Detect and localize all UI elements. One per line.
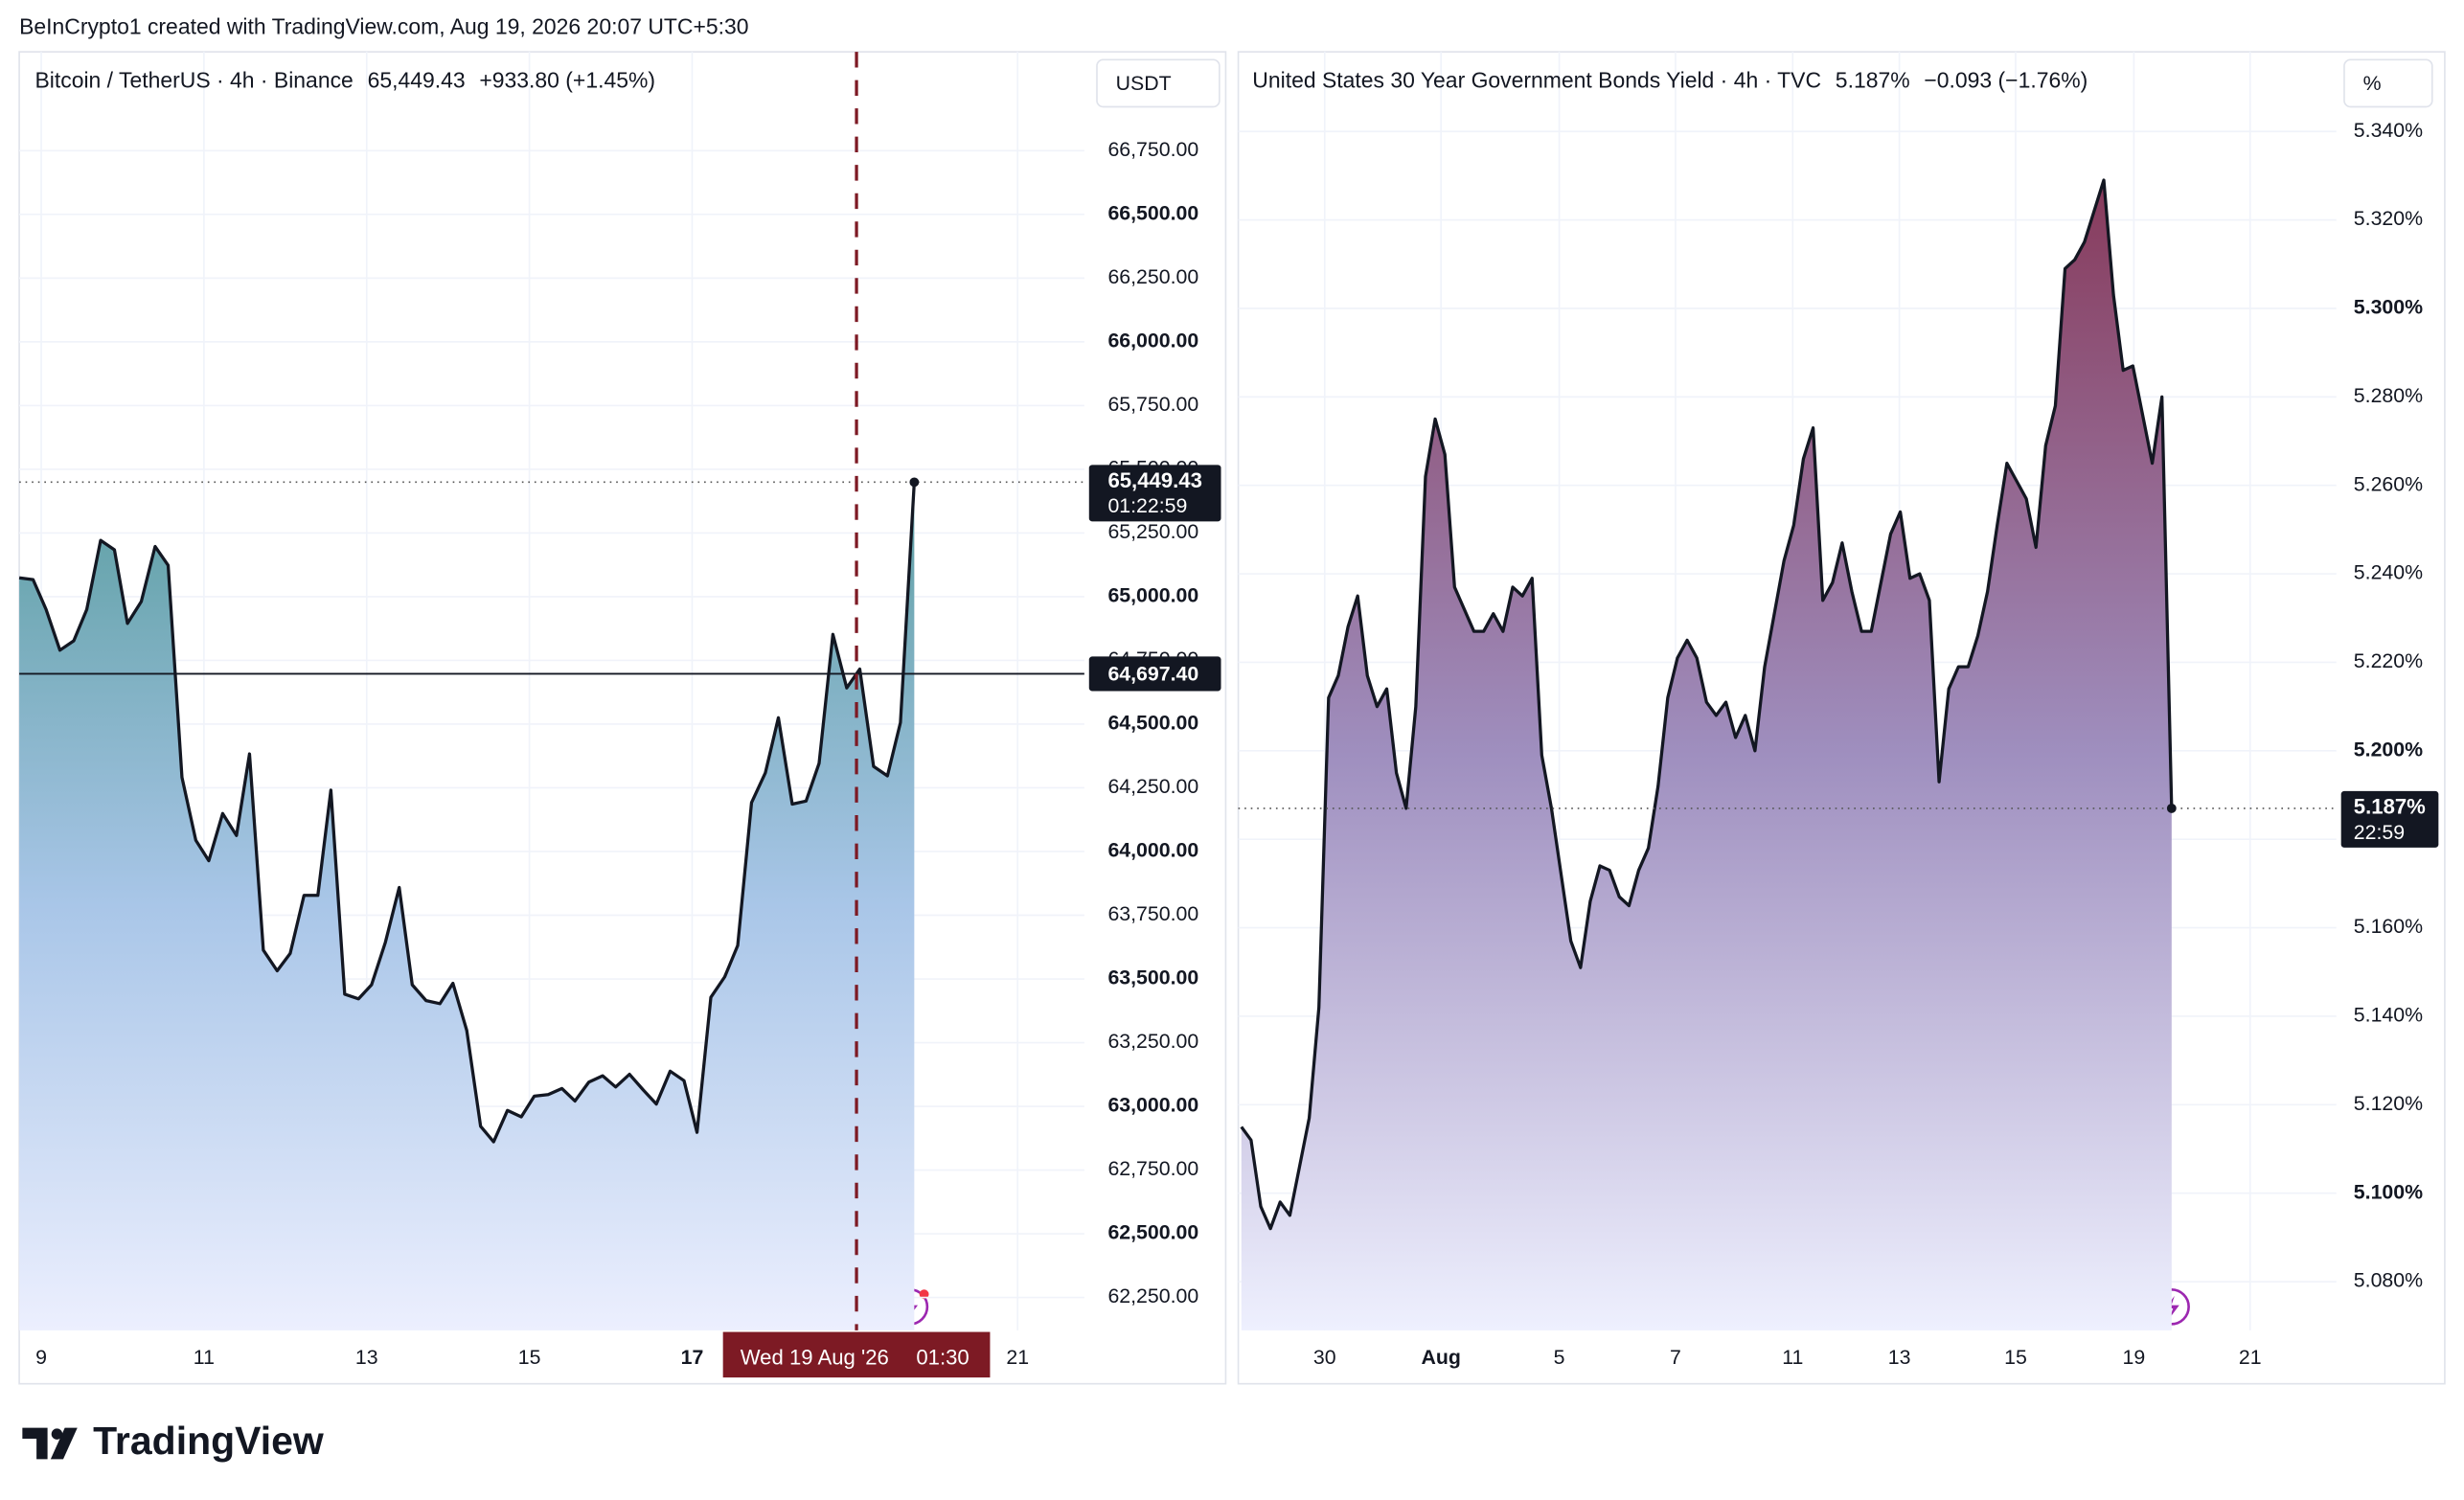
price-line <box>1240 178 2174 1231</box>
crosshair-label-box <box>722 1331 991 1378</box>
series-last: 5.187% <box>1836 67 1910 92</box>
last-point <box>909 477 920 488</box>
panel-frame <box>1237 51 2446 1385</box>
price-line <box>18 482 916 1144</box>
crosshair-date: Wed 19 Aug '26 <box>741 1345 889 1369</box>
x-tick-label: 30 <box>1313 1346 1336 1369</box>
brand: TradingView <box>93 1419 324 1463</box>
y-tick-label: 5.080% <box>2354 1269 2423 1292</box>
series-change: +933.80 (+1.45%) <box>479 67 655 92</box>
y-tick-label: 62,500.00 <box>1107 1221 1198 1244</box>
y-tick-label: 64,000.00 <box>1107 839 1198 862</box>
y-tick-label: 64,250.00 <box>1107 775 1198 798</box>
x-tick-label: 7 <box>1670 1346 1681 1369</box>
y-tick-label: 5.340% <box>2354 119 2423 142</box>
series-change: −0.093 (−1.76%) <box>1924 67 2088 92</box>
y-tick-label: 5.320% <box>2354 207 2423 230</box>
area <box>1241 180 2172 1330</box>
credit: BeInCrypto1 created with TradingView.com… <box>19 14 748 39</box>
x-tick-label: 11 <box>194 1346 215 1369</box>
y-tick-label: 66,250.00 <box>1107 265 1198 288</box>
y-tick-label: 63,250.00 <box>1107 1030 1198 1053</box>
y-tick-label: 5.100% <box>2354 1180 2423 1203</box>
hline-label-box <box>1088 656 1221 692</box>
logo <box>22 1427 78 1460</box>
last-point <box>2166 803 2177 813</box>
countdown: 22:59 <box>2354 821 2405 844</box>
price-label-box <box>1088 465 1221 522</box>
price-label-box <box>2340 790 2439 848</box>
y-tick-label: 5.280% <box>2354 384 2423 407</box>
countdown: 01:22:59 <box>1107 494 1187 517</box>
price-label: 65,449.43 <box>1107 468 1201 492</box>
y-tick-label: 62,250.00 <box>1107 1284 1198 1307</box>
y-tick-label: 66,750.00 <box>1107 138 1198 161</box>
price-label: 5.187% <box>2354 795 2426 819</box>
series-title: Bitcoin / TetherUS · 4h · Binance <box>34 67 353 92</box>
x-tick-label: 13 <box>355 1346 378 1369</box>
y-tick-label: 65,000.00 <box>1107 584 1198 607</box>
x-tick-label: 17 <box>681 1346 704 1369</box>
x-tick-label: 9 <box>35 1346 47 1369</box>
x-tick-label: Aug <box>1421 1346 1460 1369</box>
x-tick-label: 21 <box>2239 1346 2262 1369</box>
x-tick-label: 19 <box>2123 1346 2146 1369</box>
x-tick-label: 13 <box>1888 1346 1911 1369</box>
series-last: 65,449.43 <box>368 67 466 92</box>
x-tick-label: 15 <box>518 1346 541 1369</box>
panel-frame <box>18 51 1227 1385</box>
unit-box <box>1096 58 1221 108</box>
y-tick-label: 66,000.00 <box>1107 330 1198 352</box>
y-tick-label: 5.200% <box>2354 738 2423 761</box>
x-tick-label: 15 <box>2004 1346 2027 1369</box>
x-tick-label: 21 <box>1006 1346 1029 1369</box>
y-tick-label: 5.300% <box>2354 296 2423 319</box>
y-tick-label: 63,000.00 <box>1107 1094 1198 1117</box>
y-tick-label: 5.140% <box>2354 1004 2423 1027</box>
y-tick-label: 62,750.00 <box>1107 1157 1198 1180</box>
unit-box <box>2343 58 2433 108</box>
y-tick-label: 65,250.00 <box>1107 520 1198 543</box>
x-tick-label: 11 <box>1782 1346 1803 1369</box>
area <box>19 482 915 1330</box>
hline-label: 64,697.40 <box>1107 663 1198 686</box>
y-tick-label: 65,750.00 <box>1107 393 1198 416</box>
unit: % <box>2363 72 2382 95</box>
y-tick-label: 5.240% <box>2354 561 2423 584</box>
y-tick-label: 5.160% <box>2354 915 2423 938</box>
y-tick-label: 64,500.00 <box>1107 712 1198 735</box>
y-tick-label: 5.120% <box>2354 1092 2423 1115</box>
crosshair-time: 01:30 <box>916 1345 969 1369</box>
x-tick-label: 5 <box>1554 1346 1565 1369</box>
y-tick-label: 5.260% <box>2354 472 2423 495</box>
y-tick-label: 66,500.00 <box>1107 201 1198 224</box>
unit: USDT <box>1116 72 1172 95</box>
y-tick-label: 5.220% <box>2354 649 2423 672</box>
y-tick-label: 63,750.00 <box>1107 902 1198 925</box>
y-tick-label: 63,500.00 <box>1107 966 1198 989</box>
series-title: United States 30 Year Government Bonds Y… <box>1252 67 1821 92</box>
